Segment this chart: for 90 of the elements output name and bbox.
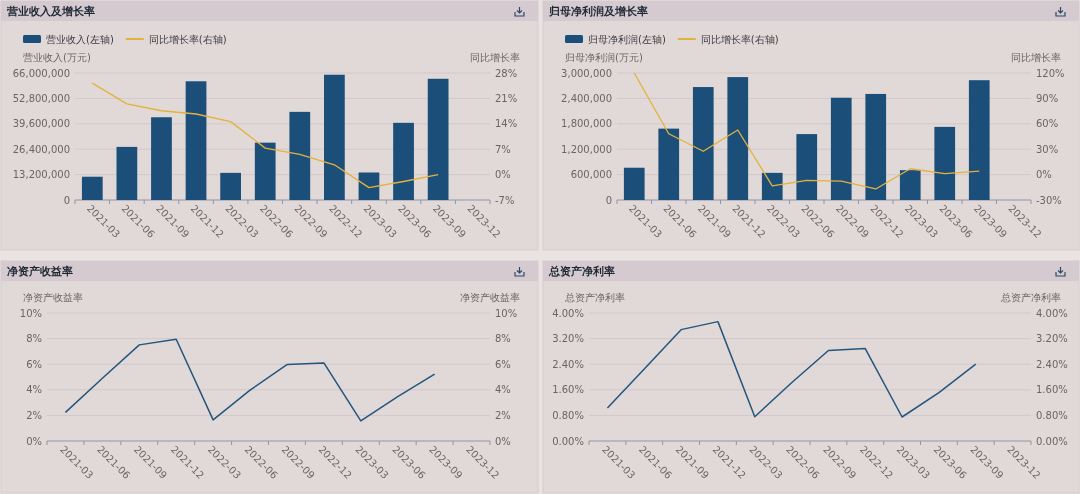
y2-tick-label: 90% — [1036, 92, 1059, 104]
bar — [623, 167, 645, 200]
bar — [830, 97, 852, 200]
bar — [324, 74, 345, 200]
y-tick-label: 26,400,000 — [12, 143, 70, 155]
y2-tick-label: 60% — [1036, 118, 1059, 130]
bar — [865, 93, 887, 200]
line-series — [64, 338, 436, 422]
line-series — [633, 72, 980, 190]
y2-tick-label: 0% — [1036, 169, 1052, 181]
y-tick-label: 0% — [26, 435, 42, 447]
y-tick-label: 0.80% — [552, 409, 584, 421]
bar — [692, 87, 714, 200]
y-tick-label: 52,800,000 — [12, 92, 70, 104]
bar — [358, 172, 380, 200]
y-tick-label: 1.60% — [552, 384, 584, 396]
y-tick-label: 0 — [605, 194, 612, 206]
y-axis-title: 营业收入(万元) — [23, 52, 91, 63]
bar — [968, 80, 990, 200]
y-tick-label: 6% — [26, 358, 42, 370]
bar — [289, 111, 311, 200]
bar — [81, 176, 103, 200]
bar — [899, 170, 921, 200]
y-tick-label: 8% — [26, 333, 42, 345]
bar — [185, 81, 207, 200]
y-tick-label: 4.00% — [552, 307, 584, 319]
chart-title: 总资产净利率 — [548, 265, 615, 277]
y2-tick-label: 30% — [1036, 143, 1059, 155]
y2-tick-label: 28% — [495, 67, 518, 79]
y2-tick-label: 7% — [495, 143, 511, 155]
bar — [934, 126, 956, 200]
y2-tick-label: 3.20% — [1036, 333, 1068, 345]
y-tick-label: 1,200,000 — [561, 143, 612, 155]
y2-tick-label: 14% — [495, 118, 518, 130]
y2-tick-label: -30% — [1036, 194, 1062, 206]
y-tick-label: 39,600,000 — [12, 118, 70, 130]
y2-tick-label: 21% — [495, 92, 518, 104]
y2-tick-label: 0% — [495, 169, 511, 181]
y2-tick-label: 2.40% — [1036, 358, 1068, 370]
bar — [254, 142, 276, 200]
y2-tick-label: 2% — [495, 409, 511, 421]
y-tick-label: 0.00% — [552, 435, 584, 447]
y-tick-label: 66,000,000 — [12, 67, 70, 79]
y2-axis-title: 同比增长率 — [1011, 52, 1061, 63]
legend-label: 同比增长率(右轴) — [700, 34, 779, 45]
y2-tick-label: 1.60% — [1036, 384, 1068, 396]
y2-tick-label: 6% — [495, 358, 511, 370]
y2-tick-label: 4% — [495, 384, 511, 396]
line-series — [91, 82, 439, 189]
chart-title: 营业收入及增长率 — [6, 5, 95, 18]
bar — [727, 77, 749, 200]
bar — [658, 128, 680, 200]
bar — [220, 172, 241, 200]
y2-axis-title: 净资产收益率 — [460, 292, 520, 303]
bar — [796, 134, 818, 200]
y-tick-label: 2% — [26, 409, 42, 421]
y2-tick-label: 0% — [495, 435, 511, 447]
y-tick-label: 2.40% — [552, 358, 584, 370]
y-tick-label: 0 — [63, 194, 70, 206]
y-tick-label: 4% — [26, 384, 42, 396]
chart-title: 净资产收益率 — [7, 265, 73, 277]
y2-axis-title: 总资产净利率 — [1000, 292, 1061, 303]
y-tick-label: 2,400,000 — [561, 92, 612, 104]
y-axis-title: 总资产净利率 — [564, 292, 625, 303]
y2-tick-label: 0.00% — [1036, 435, 1068, 447]
y-tick-label: 13,200,000 — [12, 169, 70, 181]
y2-tick-label: 120% — [1036, 67, 1065, 79]
bar — [393, 122, 414, 200]
y2-tick-label: 8% — [495, 333, 511, 345]
y-tick-label: 10% — [19, 307, 42, 319]
line-series — [606, 320, 977, 418]
legend-label: 营业收入(左轴) — [46, 34, 114, 45]
bar — [151, 117, 172, 200]
bar — [116, 146, 138, 200]
bar — [761, 172, 783, 200]
y2-tick-label: -7% — [495, 194, 515, 206]
y2-axis-title: 同比增长率 — [470, 52, 520, 63]
y-axis-title: 归母净利润(万元) — [565, 52, 643, 63]
legend-label: 同比增长率(右轴) — [148, 34, 227, 45]
y-tick-label: 600,000 — [570, 169, 612, 181]
y2-tick-label: 0.80% — [1036, 409, 1068, 421]
y-axis-title: 净资产收益率 — [23, 292, 83, 303]
y-tick-label: 1,800,000 — [561, 118, 612, 130]
y2-tick-label: 4.00% — [1036, 307, 1068, 319]
legend-label: 归母净利润(左轴) — [588, 34, 666, 45]
y-tick-label: 3.20% — [552, 333, 584, 345]
y2-tick-label: 10% — [495, 307, 518, 319]
chart-title: 归母净利润及增长率 — [548, 5, 648, 17]
y-tick-label: 3,000,000 — [561, 67, 612, 79]
bar — [427, 78, 449, 200]
